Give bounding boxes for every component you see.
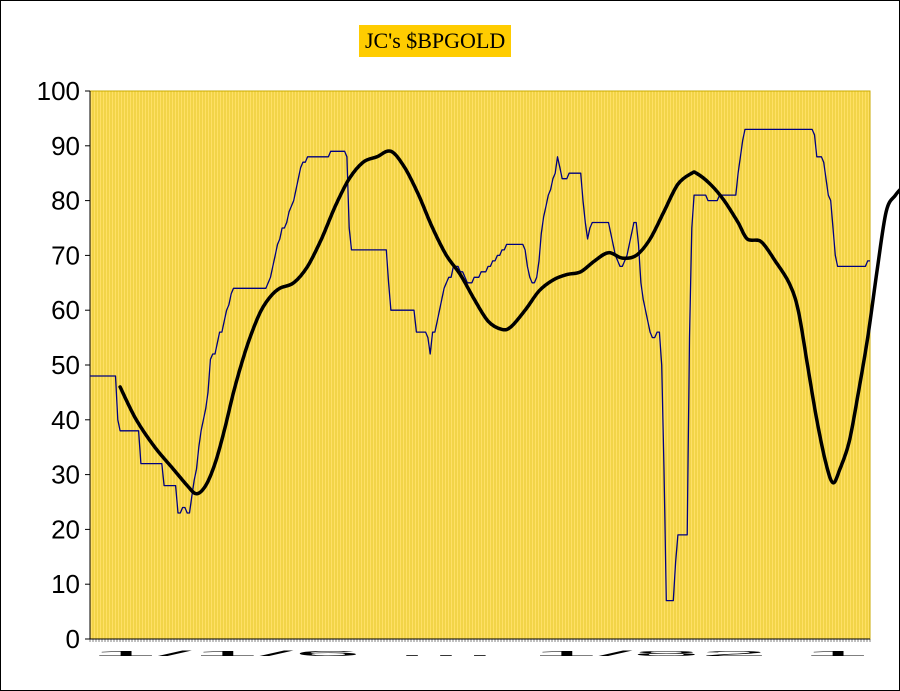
y-tick-label: 90	[51, 131, 80, 161]
y-tick-label: 60	[51, 295, 80, 325]
y-tick-label: 10	[51, 569, 80, 599]
y-axis: 0 10 20 30 40 50 60 70 80 90 100	[37, 76, 91, 654]
y-tick-label: 40	[51, 405, 80, 435]
series-line-smoothed	[118, 149, 900, 496]
y-tick-label: 100	[37, 76, 80, 106]
grid-lines	[92, 91, 868, 639]
y-tick-label: 30	[51, 460, 80, 490]
x-tick-labels: 1/1/6 ... 1/82 1	[90, 651, 872, 658]
y-tick-label: 20	[51, 514, 80, 544]
x-axis: 1/1/6 ... 1/82 1	[89, 638, 872, 658]
chart-title: JC's $BPGOLD	[359, 25, 512, 57]
y-tick-label: 70	[51, 240, 80, 270]
y-tick-label: 80	[51, 186, 80, 216]
series-line-raw	[90, 128, 870, 602]
y-tick-label: 50	[51, 350, 80, 380]
y-tick-label: 0	[66, 624, 80, 654]
series-layer	[90, 128, 900, 602]
